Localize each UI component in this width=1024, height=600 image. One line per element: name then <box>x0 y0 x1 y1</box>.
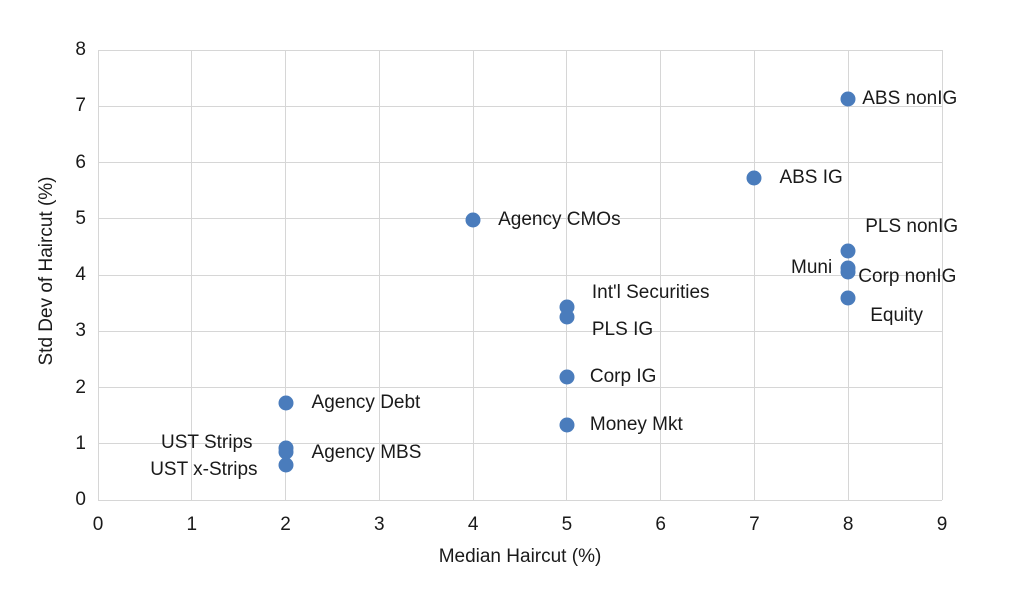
data-point-agency-mbs <box>278 444 294 460</box>
data-point-pls-nonig <box>840 243 856 259</box>
data-point-ust-x-strips <box>278 457 294 473</box>
data-point-label-corp-ig: Corp IG <box>589 366 657 388</box>
x-tick-label: 5 <box>561 514 573 535</box>
data-point-label-agency-debt: Agency Debt <box>311 392 421 414</box>
y-tick-label: 3 <box>75 320 86 342</box>
x-tick-label: 4 <box>467 514 479 535</box>
data-point-equity <box>840 290 856 305</box>
data-point-corp-nonig <box>840 264 856 280</box>
y-tick-label: 5 <box>75 207 86 229</box>
horizontal-gridline <box>98 218 942 220</box>
horizontal-gridline <box>98 499 942 501</box>
x-axis-title: Median Haircut (%) <box>438 546 602 567</box>
horizontal-gridline <box>98 330 942 332</box>
horizontal-gridline <box>98 274 942 276</box>
data-point-money-mkt <box>559 417 575 433</box>
data-point-label-money-mkt: Money Mkt <box>589 414 683 436</box>
data-point-label-agency-cmos: Agency CMOs <box>498 209 621 231</box>
data-point-label-equity: Equity <box>870 304 924 326</box>
y-tick-label: 8 <box>75 39 86 60</box>
horizontal-gridline <box>98 387 942 388</box>
x-tick-label: 8 <box>842 514 854 535</box>
horizontal-gridline <box>98 105 942 107</box>
y-tick-label: 4 <box>75 264 86 285</box>
horizontal-gridline <box>98 443 942 445</box>
data-point-label-ust-strips: UST Strips <box>161 432 253 454</box>
y-tick-label: 6 <box>75 151 86 173</box>
data-point-label-ust-x-strips: UST x-Strips <box>150 459 258 481</box>
x-tick-label: 9 <box>936 514 948 535</box>
data-point-abs-nonig <box>840 91 856 107</box>
data-point-label-int-l-securities: Int'l Securities <box>591 282 710 304</box>
y-tick-label: 7 <box>75 95 86 117</box>
data-point-agency-debt <box>278 395 294 411</box>
data-point-label-pls-nonig: PLS nonIG <box>865 215 959 237</box>
data-point-label-muni: Muni <box>791 257 833 279</box>
horizontal-gridline <box>98 49 942 51</box>
x-tick-label: 1 <box>186 514 198 535</box>
data-point-label-abs-ig: ABS IG <box>779 167 843 189</box>
data-point-pls-ig <box>559 309 575 325</box>
horizontal-gridline <box>98 162 942 163</box>
data-point-label-corp-nonig: Corp nonIG <box>858 266 957 288</box>
vertical-gridline <box>941 50 943 500</box>
data-point-abs-ig <box>746 170 762 186</box>
x-tick-label: 7 <box>749 514 760 535</box>
y-tick-label: 1 <box>75 432 86 454</box>
data-point-label-pls-ig: PLS IG <box>591 319 654 341</box>
x-tick-label: 0 <box>92 514 104 535</box>
x-tick-label: 3 <box>374 514 385 535</box>
data-point-label-abs-nonig: ABS nonIG <box>862 87 958 109</box>
data-point-corp-ig <box>559 369 575 385</box>
y-tick-label: 2 <box>75 376 86 398</box>
data-point-label-agency-mbs: Agency MBS <box>311 441 422 463</box>
y-tick-label: 0 <box>75 489 86 510</box>
data-point-agency-cmos <box>465 212 481 228</box>
x-tick-label: 6 <box>655 514 666 535</box>
x-tick-label: 2 <box>280 514 291 535</box>
